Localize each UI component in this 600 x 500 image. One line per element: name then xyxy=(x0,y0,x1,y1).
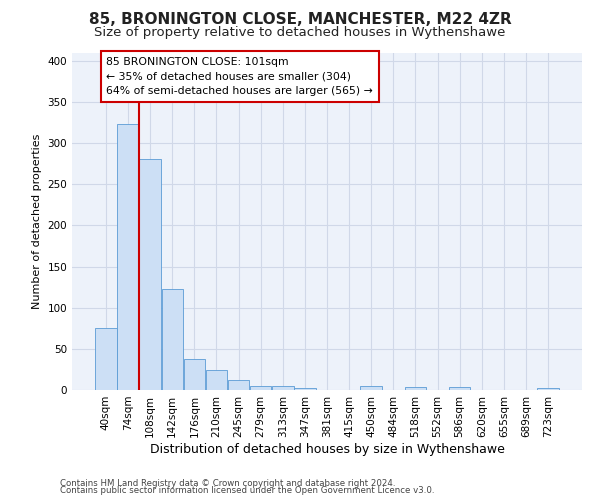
Bar xyxy=(139,158,161,390)
Bar xyxy=(228,380,249,390)
Text: Contains public sector information licensed under the Open Government Licence v3: Contains public sector information licen… xyxy=(60,486,434,495)
X-axis label: Distribution of detached houses by size in Wythenshawe: Distribution of detached houses by size … xyxy=(149,442,505,456)
Bar xyxy=(161,289,183,390)
Bar xyxy=(117,124,139,390)
Bar xyxy=(206,370,227,390)
Bar xyxy=(538,388,559,390)
Bar xyxy=(272,386,293,390)
Bar xyxy=(250,386,271,390)
Y-axis label: Number of detached properties: Number of detached properties xyxy=(32,134,42,309)
Bar xyxy=(449,386,470,390)
Bar xyxy=(294,388,316,390)
Text: 85, BRONINGTON CLOSE, MANCHESTER, M22 4ZR: 85, BRONINGTON CLOSE, MANCHESTER, M22 4Z… xyxy=(89,12,511,28)
Bar xyxy=(405,386,426,390)
Bar xyxy=(361,386,382,390)
Text: Size of property relative to detached houses in Wythenshawe: Size of property relative to detached ho… xyxy=(94,26,506,39)
Text: Contains HM Land Registry data © Crown copyright and database right 2024.: Contains HM Land Registry data © Crown c… xyxy=(60,478,395,488)
Bar xyxy=(95,328,116,390)
Bar xyxy=(184,358,205,390)
Text: 85 BRONINGTON CLOSE: 101sqm
← 35% of detached houses are smaller (304)
64% of se: 85 BRONINGTON CLOSE: 101sqm ← 35% of det… xyxy=(106,56,373,96)
